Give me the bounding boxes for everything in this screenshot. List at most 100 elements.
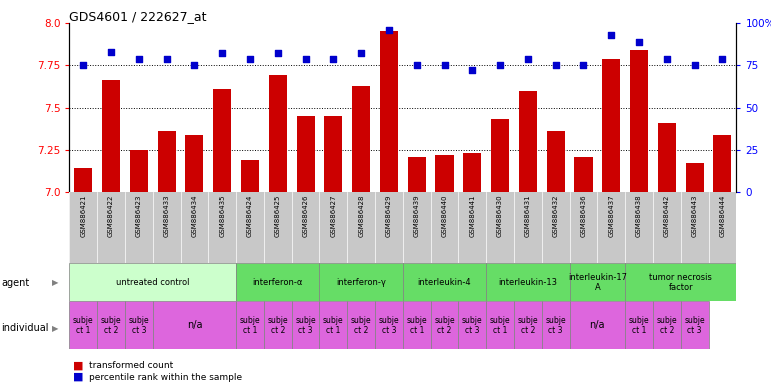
Text: ■: ■ <box>73 372 84 382</box>
Bar <box>681 301 709 349</box>
Bar <box>491 119 509 192</box>
Point <box>466 67 479 73</box>
Bar <box>519 91 537 192</box>
Bar <box>69 263 236 301</box>
Bar <box>542 301 570 349</box>
Point <box>550 62 562 68</box>
Text: GDS4601 / 222627_at: GDS4601 / 222627_at <box>69 10 207 23</box>
Point <box>160 55 173 61</box>
Bar <box>185 134 204 192</box>
Text: tumor necrosis
factor: tumor necrosis factor <box>649 273 712 292</box>
Text: GSM886433: GSM886433 <box>163 194 170 237</box>
Text: GSM886438: GSM886438 <box>636 194 642 237</box>
Point <box>77 62 89 68</box>
Text: ▶: ▶ <box>52 324 59 333</box>
Bar <box>625 301 653 349</box>
Text: GSM886421: GSM886421 <box>80 194 86 237</box>
Text: ■: ■ <box>73 361 84 371</box>
Bar <box>241 160 259 192</box>
Bar <box>214 89 231 192</box>
Bar <box>319 301 347 349</box>
Bar <box>487 263 570 301</box>
Text: GSM886442: GSM886442 <box>664 194 670 237</box>
Text: GSM886429: GSM886429 <box>386 194 392 237</box>
Text: subje
ct 2: subje ct 2 <box>434 316 455 335</box>
Bar <box>685 163 704 192</box>
Text: individual: individual <box>2 323 49 333</box>
Text: n/a: n/a <box>590 320 605 331</box>
Bar <box>570 263 625 301</box>
Text: GSM886425: GSM886425 <box>274 194 281 237</box>
Bar <box>325 116 342 192</box>
Bar <box>431 301 459 349</box>
Bar <box>380 31 398 192</box>
Bar <box>69 301 97 349</box>
Point <box>188 62 200 68</box>
Text: subje
ct 2: subje ct 2 <box>517 316 538 335</box>
Bar <box>375 301 402 349</box>
Bar <box>130 150 148 192</box>
Bar <box>459 301 487 349</box>
Text: subje
ct 1: subje ct 1 <box>240 316 261 335</box>
Point <box>105 49 117 55</box>
Bar <box>487 301 514 349</box>
Bar <box>352 86 370 192</box>
Bar <box>402 301 431 349</box>
Point <box>411 62 423 68</box>
Text: interferon-γ: interferon-γ <box>336 278 386 287</box>
Bar <box>157 131 176 192</box>
Bar <box>97 301 125 349</box>
Point <box>716 55 729 61</box>
Text: GSM886424: GSM886424 <box>247 194 253 237</box>
Text: GSM886441: GSM886441 <box>470 194 475 237</box>
Point <box>216 50 228 56</box>
Text: n/a: n/a <box>187 320 202 331</box>
Text: percentile rank within the sample: percentile rank within the sample <box>89 372 242 382</box>
Text: GSM886440: GSM886440 <box>442 194 447 237</box>
Bar <box>264 301 291 349</box>
Text: subje
ct 1: subje ct 1 <box>323 316 344 335</box>
Bar <box>625 263 736 301</box>
Point <box>439 62 451 68</box>
Text: GSM886434: GSM886434 <box>191 194 197 237</box>
Bar <box>547 131 564 192</box>
Text: interferon-α: interferon-α <box>253 278 303 287</box>
Text: interleukin-4: interleukin-4 <box>418 278 471 287</box>
Bar <box>319 263 402 301</box>
Point <box>494 62 507 68</box>
Text: GSM886437: GSM886437 <box>608 194 614 237</box>
Bar <box>125 301 153 349</box>
Point <box>633 38 645 45</box>
Point <box>382 27 395 33</box>
Bar <box>653 301 681 349</box>
Bar <box>347 301 375 349</box>
Text: subje
ct 2: subje ct 2 <box>351 316 372 335</box>
Text: subje
ct 2: subje ct 2 <box>101 316 121 335</box>
Point <box>661 55 673 61</box>
Bar <box>630 50 648 192</box>
Text: subje
ct 3: subje ct 3 <box>462 316 483 335</box>
Bar <box>74 168 93 192</box>
Text: GSM886431: GSM886431 <box>525 194 531 237</box>
Text: subje
ct 1: subje ct 1 <box>628 316 649 335</box>
Bar <box>570 301 625 349</box>
Text: subje
ct 1: subje ct 1 <box>406 316 427 335</box>
Text: GSM886426: GSM886426 <box>302 194 308 237</box>
Bar <box>602 58 621 192</box>
Text: interleukin-13: interleukin-13 <box>498 278 557 287</box>
Text: GSM886444: GSM886444 <box>719 194 726 237</box>
Text: GSM886423: GSM886423 <box>136 194 142 237</box>
Text: untreated control: untreated control <box>116 278 190 287</box>
Text: agent: agent <box>2 278 30 288</box>
Point <box>299 55 311 61</box>
Text: transformed count: transformed count <box>89 361 173 370</box>
Bar <box>269 75 287 192</box>
Text: ▶: ▶ <box>52 278 59 288</box>
Bar <box>102 81 120 192</box>
Bar <box>153 301 236 349</box>
Text: subje
ct 1: subje ct 1 <box>490 316 510 335</box>
Text: GSM886427: GSM886427 <box>331 194 336 237</box>
Point <box>689 62 701 68</box>
Text: GSM886436: GSM886436 <box>581 194 587 237</box>
Text: subje
ct 3: subje ct 3 <box>295 316 316 335</box>
